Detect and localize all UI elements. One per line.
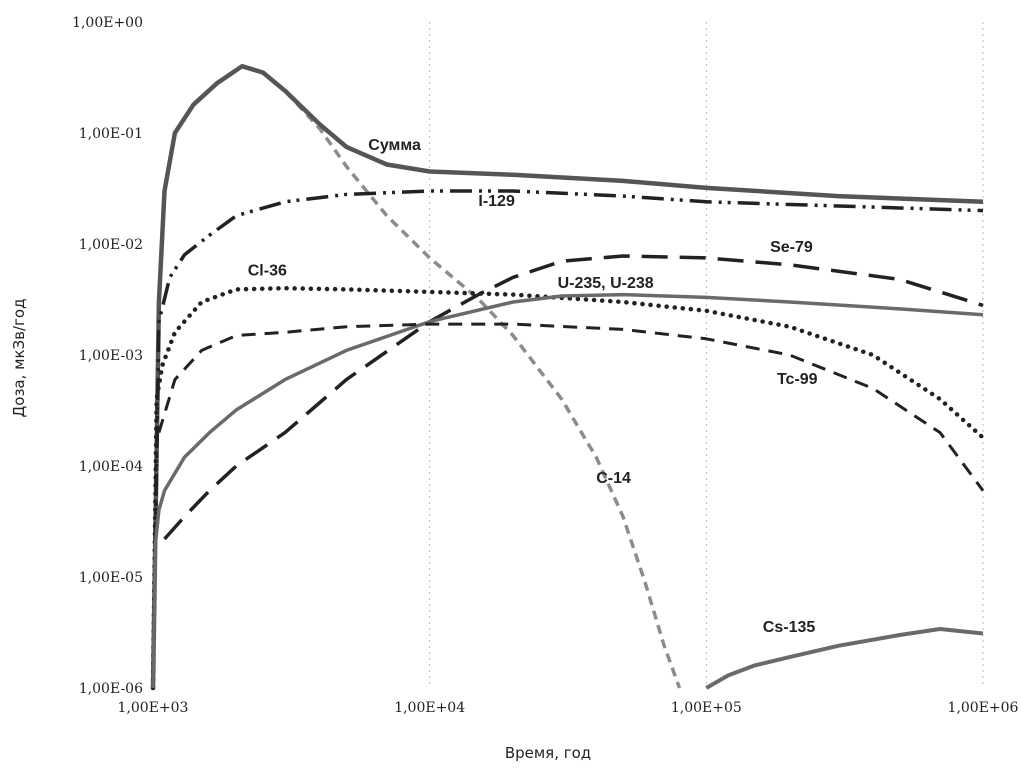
y-tick-label: 1,00E-04 [79, 459, 143, 475]
series-lines [150, 63, 986, 691]
x-tick-label: 1,00E+05 [671, 700, 742, 716]
series-label: Tc-99 [777, 371, 818, 388]
series-labels: C-14 Сумма I-129 Cl-36 Se-79 U-235, U-238 Tc-9… [248, 137, 818, 636]
y-tick-label: 1,00E-03 [79, 348, 143, 364]
y-tick-label: 1,00E-06 [79, 681, 143, 697]
y-tick-label: 1,00E+00 [72, 15, 143, 31]
series-label: U-235, U-238 [558, 275, 654, 292]
series-label: C-14 [596, 470, 631, 487]
y-tick-label: 1,00E-02 [79, 237, 143, 253]
series-line-cs-135 [705, 627, 984, 690]
series-line-i-129 [151, 189, 984, 689]
y-tick-label: 1,00E-05 [79, 570, 143, 586]
series-line-tc-99 [157, 322, 985, 492]
series-label: Se-79 [770, 239, 813, 256]
series-line-c-14 [151, 64, 682, 689]
series-label: Сумма [368, 137, 421, 154]
series-line-сумма [150, 63, 984, 689]
x-axis-title: Время, год [505, 744, 591, 762]
x-tick-label: 1,00E+04 [394, 700, 465, 716]
y-tick-label: 1,00E-01 [79, 126, 143, 142]
series-line-se-79 [163, 254, 984, 541]
y-axis-title: Доза, мкЗв/год [10, 299, 28, 418]
x-tick-label: 1,00E+06 [948, 700, 1019, 716]
series-label: Cl-36 [248, 263, 287, 280]
tick-labels: 1,00E+03 1,00E+04 1,00E+05 1,00E+06 1,00E+00… [72, 15, 1018, 716]
grid-lines [429, 22, 984, 688]
series-line-u-235-u-238 [151, 292, 984, 689]
series-label: I-129 [478, 193, 515, 210]
series-label: Cs-135 [763, 619, 816, 636]
series-line-cl-36 [150, 285, 986, 691]
x-tick-label: 1,00E+03 [118, 700, 189, 716]
